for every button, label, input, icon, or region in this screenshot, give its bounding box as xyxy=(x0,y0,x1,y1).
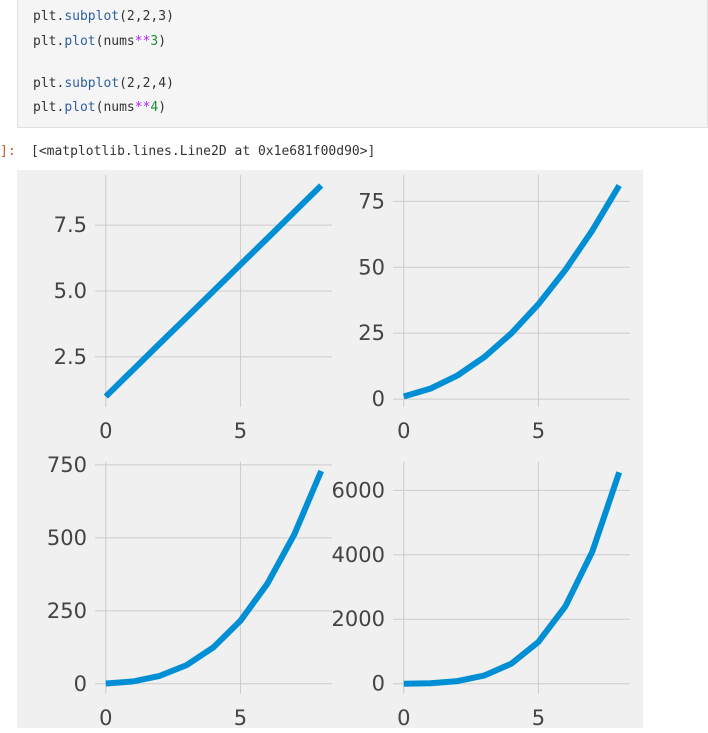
code-line-1: plt.subplot(2,2,3) xyxy=(33,9,174,24)
subplot-1: 0 5 2.5 5.0 7.5 xyxy=(54,175,332,443)
y-tick-label: 75 xyxy=(358,189,385,213)
series-line xyxy=(105,469,324,687)
subplot-4: 0 5 0 2000 4000 6000 xyxy=(332,462,630,728)
y-tick-label: 500 xyxy=(47,526,87,550)
y-tick-label: 50 xyxy=(358,255,385,279)
y-tick-label: 7.5 xyxy=(54,213,87,237)
code-cell[interactable]: plt.subplot(2,2,3) plt.plot(nums**3) plt… xyxy=(17,0,708,128)
y-tick-label: 750 xyxy=(47,453,87,477)
code-line-4: plt.plot(nums**4) xyxy=(33,100,167,115)
y-tick-label: 25 xyxy=(358,321,385,345)
y-tick-label: 0 xyxy=(74,672,87,696)
x-tick-label: 5 xyxy=(234,706,247,728)
x-tick-label: 0 xyxy=(397,706,410,728)
figure-background xyxy=(17,170,643,728)
x-tick-label: 5 xyxy=(532,419,545,443)
y-tick-label: 6000 xyxy=(332,478,385,502)
x-tick-label: 0 xyxy=(397,419,410,443)
x-tick-label: 0 xyxy=(99,706,112,728)
y-tick-label: 0 xyxy=(372,387,385,411)
code-line-3: plt.subplot(2,2,4) xyxy=(33,76,174,91)
x-tick-label: 0 xyxy=(99,419,112,443)
y-tick-label: 250 xyxy=(47,599,87,623)
series-line xyxy=(402,183,622,400)
output-prompt: ]: xyxy=(0,144,16,159)
y-tick-label: 0 xyxy=(372,672,385,696)
x-tick-label: 5 xyxy=(532,706,545,728)
x-tick-label: 5 xyxy=(234,419,247,443)
y-tick-label: 5.0 xyxy=(54,279,87,303)
code-line-2: plt.plot(nums**3) xyxy=(33,34,167,49)
y-tick-label: 4000 xyxy=(332,543,385,567)
y-tick-label: 2.5 xyxy=(54,345,87,369)
series-line xyxy=(103,183,324,399)
subplot-3: 0 5 0 250 500 750 xyxy=(47,453,332,728)
y-tick-label: 2000 xyxy=(332,607,385,631)
output-text: [<matplotlib.lines.Line2D at 0x1e681f00d… xyxy=(31,144,376,159)
series-line xyxy=(403,471,623,687)
